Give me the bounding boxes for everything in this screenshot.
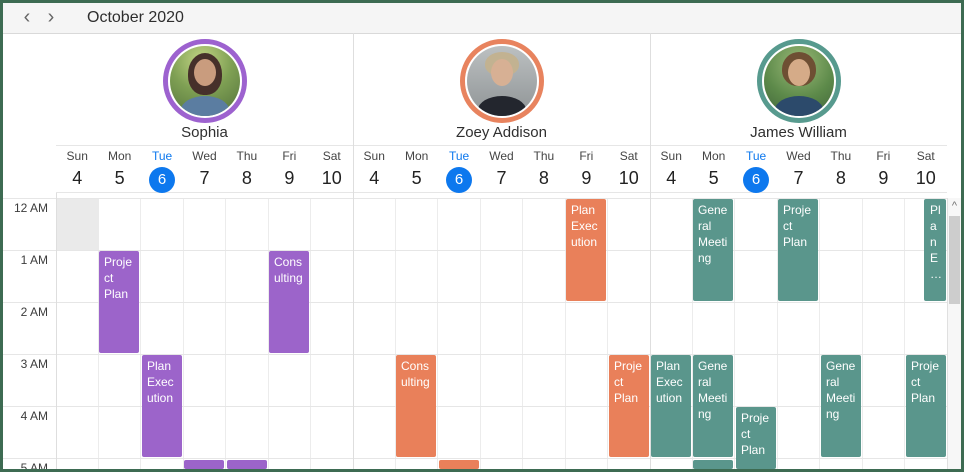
section-divider <box>353 33 354 469</box>
day-header-thu[interactable]: Thu 8 <box>830 149 852 189</box>
event-plan-execution[interactable]: Plan Execution <box>651 355 691 457</box>
time-label: 12 AM <box>13 201 48 215</box>
day-header-tue-selected[interactable]: Tue 6 <box>141 146 183 193</box>
day-header-fri[interactable]: Fri 9 <box>282 149 297 189</box>
day-header-tue-selected[interactable]: Tue 6 <box>438 146 480 193</box>
event-general-meeting[interactable]: General Meeting <box>821 355 861 457</box>
day-header-sun[interactable]: Sun 4 <box>660 149 682 189</box>
resource-name: Sophia <box>181 124 228 141</box>
day-header-thu[interactable]: Thu 8 <box>533 149 555 189</box>
scrollbar-up-icon[interactable]: ^ <box>951 200 958 212</box>
day-header-row: Sun 4 Mon 5 Tue 6 Wed 7 Thu 8 Fri 9 Sat 10 <box>353 145 650 193</box>
event-partial[interactable] <box>439 460 479 469</box>
day-header-mon[interactable]: Mon 5 <box>107 149 132 189</box>
time-label: 4 AM <box>20 409 48 423</box>
time-label: 2 AM <box>20 305 48 319</box>
resource-name: James William <box>750 124 847 141</box>
resource-header-sophia: Sophia <box>56 33 353 145</box>
day-header-sun[interactable]: Sun 4 <box>363 149 385 189</box>
resource-name: Zoey Addison <box>456 124 547 141</box>
time-slot-cell[interactable] <box>523 198 566 469</box>
day-header-sat[interactable]: Sat 10 <box>618 149 639 189</box>
day-header-fri[interactable]: Fri 9 <box>579 149 594 189</box>
day-header-mon[interactable]: Mon 5 <box>404 149 429 189</box>
resource-header-james: James William <box>650 33 947 145</box>
day-header-sun[interactable]: Sun 4 <box>66 149 88 189</box>
avatar-zoey <box>459 39 544 123</box>
time-slot-cell[interactable] <box>226 198 269 469</box>
disabled-time-cell <box>56 198 99 250</box>
avatar-photo <box>169 46 240 116</box>
time-slot-cell[interactable] <box>184 198 227 469</box>
prev-arrow-icon[interactable]: ‹ <box>23 6 31 28</box>
day-header-row: Sun 4 Mon 5 Tue 6 Wed 7 Thu 8 Fri 9 Sat 10 <box>650 145 947 193</box>
day-header-wed[interactable]: Wed 7 <box>786 149 811 189</box>
time-slot-cell[interactable] <box>481 198 524 469</box>
avatar-sophia <box>162 39 247 123</box>
event-plan-execution[interactable]: Plan Execution <box>142 355 182 457</box>
event-project-plan[interactable]: Project Plan <box>906 355 946 457</box>
event-general-meeting[interactable]: General Meeting <box>693 199 733 301</box>
selected-date-badge: 6 <box>446 167 473 193</box>
event-consulting[interactable]: Consulting <box>269 251 309 353</box>
day-header-wed[interactable]: Wed 7 <box>489 149 514 189</box>
event-partial[interactable] <box>227 460 267 469</box>
day-header-thu[interactable]: Thu 8 <box>236 149 258 189</box>
event-project-plan[interactable]: Project Plan <box>778 199 818 301</box>
day-header-wed[interactable]: Wed 7 <box>192 149 217 189</box>
selected-date-badge: 6 <box>149 167 176 193</box>
event-general-meeting[interactable]: General Meeting <box>693 355 733 457</box>
time-gutter-divider <box>56 193 57 469</box>
avatar-photo <box>763 46 834 116</box>
time-label: 5 AM <box>20 461 48 472</box>
time-slot-cell[interactable] <box>353 198 396 469</box>
event-consulting[interactable]: Consulting <box>396 355 436 457</box>
day-header-row: Sun 4 Mon 5 Tue 6 Wed 7 Thu 8 Fri 9 Sat 10 <box>56 145 353 193</box>
next-arrow-icon[interactable]: › <box>47 6 55 28</box>
calendar-title: October 2020 <box>87 9 184 26</box>
time-slot-cell[interactable] <box>863 198 906 469</box>
time-label: 1 AM <box>20 253 48 267</box>
day-header-fri[interactable]: Fri 9 <box>876 149 891 189</box>
event-project-plan[interactable]: Project Plan <box>736 407 776 469</box>
day-header-tue-selected[interactable]: Tue 6 <box>735 146 777 193</box>
event-plan-execution-truncated[interactable]: Plan E… <box>924 199 946 301</box>
time-slot-cell[interactable] <box>311 198 353 469</box>
event-plan-execution[interactable]: Plan Execution <box>566 199 606 301</box>
vertical-scrollbar[interactable]: ^ <box>947 198 961 469</box>
scrollbar-thumb[interactable] <box>949 216 960 304</box>
avatar-photo <box>466 46 537 116</box>
day-header-sat[interactable]: Sat 10 <box>915 149 936 189</box>
selected-date-badge: 6 <box>743 167 770 193</box>
event-project-plan[interactable]: Project Plan <box>99 251 139 353</box>
avatar-james <box>756 39 841 123</box>
scheduler-toolbar: ‹ › October 2020 <box>3 3 961 34</box>
event-project-plan[interactable]: Project Plan <box>609 355 649 457</box>
event-partial[interactable] <box>184 460 224 469</box>
time-slot-cell[interactable] <box>438 198 481 469</box>
resource-header-zoey: Zoey Addison <box>353 33 650 145</box>
event-partial[interactable] <box>693 460 733 469</box>
day-header-mon[interactable]: Mon 5 <box>701 149 726 189</box>
day-header-sat[interactable]: Sat 10 <box>321 149 342 189</box>
time-label: 3 AM <box>20 357 48 371</box>
